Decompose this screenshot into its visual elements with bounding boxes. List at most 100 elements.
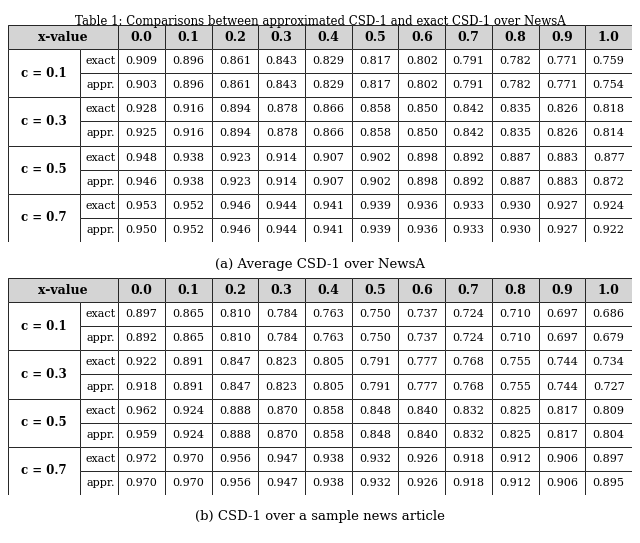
Text: 0.918: 0.918 <box>452 454 484 464</box>
Text: 0.950: 0.950 <box>125 225 157 235</box>
Text: c = 0.5: c = 0.5 <box>21 416 67 429</box>
Text: 0.925: 0.925 <box>125 129 157 138</box>
Text: 0.861: 0.861 <box>219 80 251 90</box>
Text: 0.5: 0.5 <box>364 283 386 296</box>
Text: 0.883: 0.883 <box>546 176 578 187</box>
Text: 0.956: 0.956 <box>219 454 251 464</box>
Text: 0.887: 0.887 <box>499 176 531 187</box>
Text: 0.870: 0.870 <box>266 406 298 415</box>
Text: 0.946: 0.946 <box>219 225 251 235</box>
Text: 0.810: 0.810 <box>219 333 251 343</box>
Text: 0.782: 0.782 <box>499 56 531 66</box>
Text: 0.697: 0.697 <box>546 309 578 319</box>
Text: 0.835: 0.835 <box>499 129 531 138</box>
Text: 1.0: 1.0 <box>598 283 620 296</box>
Text: 0.962: 0.962 <box>125 406 157 415</box>
Text: 0.817: 0.817 <box>546 430 578 440</box>
Text: 0.768: 0.768 <box>452 357 484 368</box>
Text: 0.894: 0.894 <box>219 129 251 138</box>
Text: 0.858: 0.858 <box>359 104 391 115</box>
Text: 0.734: 0.734 <box>593 357 625 368</box>
Text: 0.897: 0.897 <box>593 454 625 464</box>
Text: 0.928: 0.928 <box>125 104 157 115</box>
Text: 0.936: 0.936 <box>406 225 438 235</box>
Text: c = 0.7: c = 0.7 <box>21 464 67 477</box>
Text: 0.832: 0.832 <box>452 406 484 415</box>
Text: 0.8: 0.8 <box>504 283 526 296</box>
Text: 0.970: 0.970 <box>172 454 204 464</box>
Text: (b) CSD-1 over a sample news article: (b) CSD-1 over a sample news article <box>195 510 445 523</box>
Text: 0.3: 0.3 <box>271 30 292 43</box>
Text: (a) Average CSD-1 over NewsA: (a) Average CSD-1 over NewsA <box>215 258 425 271</box>
Text: 0.697: 0.697 <box>546 333 578 343</box>
Text: 0.823: 0.823 <box>266 382 298 392</box>
Text: 0.724: 0.724 <box>452 309 484 319</box>
Text: exact: exact <box>85 104 115 115</box>
Text: 0.0: 0.0 <box>131 283 152 296</box>
Text: 0.924: 0.924 <box>172 406 204 415</box>
Text: 0.848: 0.848 <box>359 406 391 415</box>
Text: appr.: appr. <box>86 333 115 343</box>
Text: 0.763: 0.763 <box>312 309 344 319</box>
Text: 0.817: 0.817 <box>359 56 391 66</box>
Text: 0.847: 0.847 <box>219 382 251 392</box>
Text: 0.710: 0.710 <box>499 309 531 319</box>
Text: 0.912: 0.912 <box>499 478 531 488</box>
Text: 0.933: 0.933 <box>452 225 484 235</box>
Text: 0.941: 0.941 <box>312 225 344 235</box>
Text: 0.850: 0.850 <box>406 104 438 115</box>
Text: 0.878: 0.878 <box>266 104 298 115</box>
Text: 0.892: 0.892 <box>452 153 484 162</box>
Text: 0.944: 0.944 <box>266 201 298 211</box>
Text: appr.: appr. <box>86 382 115 392</box>
Text: 0.916: 0.916 <box>172 104 204 115</box>
Text: 0.930: 0.930 <box>499 201 531 211</box>
Text: 0.6: 0.6 <box>411 283 433 296</box>
Text: 0.710: 0.710 <box>499 333 531 343</box>
Text: 0.918: 0.918 <box>125 382 157 392</box>
Text: 0.2: 0.2 <box>224 30 246 43</box>
Text: 0.936: 0.936 <box>406 201 438 211</box>
Text: 0.755: 0.755 <box>499 382 531 392</box>
Text: 0.814: 0.814 <box>593 129 625 138</box>
Text: 0.737: 0.737 <box>406 309 438 319</box>
Text: 0.946: 0.946 <box>219 201 251 211</box>
Text: 0.825: 0.825 <box>499 430 531 440</box>
Text: 0.914: 0.914 <box>266 153 298 162</box>
Text: c = 0.5: c = 0.5 <box>21 163 67 176</box>
Text: 0.953: 0.953 <box>125 201 157 211</box>
Text: exact: exact <box>85 454 115 464</box>
Text: 0.784: 0.784 <box>266 333 298 343</box>
Text: appr.: appr. <box>86 129 115 138</box>
Text: 0.888: 0.888 <box>219 430 251 440</box>
Text: 0.939: 0.939 <box>359 225 391 235</box>
Text: 0.916: 0.916 <box>172 129 204 138</box>
Text: 0.750: 0.750 <box>359 309 391 319</box>
Text: 0.952: 0.952 <box>172 201 204 211</box>
Text: 0.850: 0.850 <box>406 129 438 138</box>
Text: 0.763: 0.763 <box>312 333 344 343</box>
Text: 0.897: 0.897 <box>125 309 157 319</box>
Text: 0.891: 0.891 <box>172 382 204 392</box>
Text: appr.: appr. <box>86 225 115 235</box>
Text: 0.959: 0.959 <box>125 430 157 440</box>
Text: 0.2: 0.2 <box>224 283 246 296</box>
Text: 0.782: 0.782 <box>499 80 531 90</box>
Text: 0.924: 0.924 <box>593 201 625 211</box>
Text: 0.848: 0.848 <box>359 430 391 440</box>
Text: 0.843: 0.843 <box>266 56 298 66</box>
Text: exact: exact <box>85 406 115 415</box>
Text: 0.947: 0.947 <box>266 478 298 488</box>
Text: 0.938: 0.938 <box>172 153 204 162</box>
Text: 0.907: 0.907 <box>312 153 344 162</box>
Text: 0.759: 0.759 <box>593 56 625 66</box>
Text: 0.956: 0.956 <box>219 478 251 488</box>
Text: 0.914: 0.914 <box>266 176 298 187</box>
Text: 0.877: 0.877 <box>593 153 625 162</box>
Text: 0.895: 0.895 <box>593 478 625 488</box>
Text: 0.902: 0.902 <box>359 153 391 162</box>
Text: 0.912: 0.912 <box>499 454 531 464</box>
Text: c = 0.1: c = 0.1 <box>21 320 67 333</box>
Text: 0.896: 0.896 <box>172 80 204 90</box>
Text: c = 0.3: c = 0.3 <box>21 368 67 381</box>
